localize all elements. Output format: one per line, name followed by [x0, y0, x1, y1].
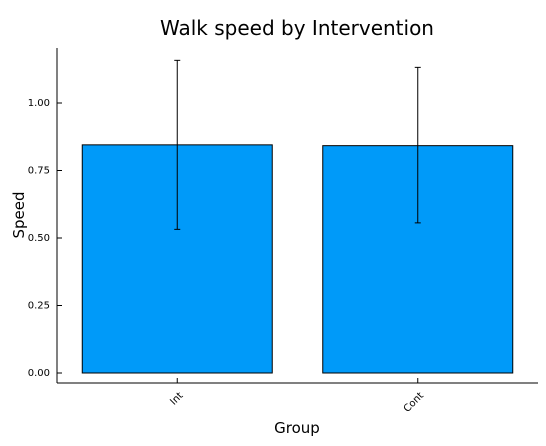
error-bar-cont [414, 66, 421, 224]
y-ticks: 0.00 0.25 0.50 0.75 1.00 [28, 98, 62, 379]
y-tick-label: 1.00 [28, 98, 50, 109]
x-axis-label: Group [274, 419, 320, 437]
y-tick-label: 0.50 [28, 233, 50, 244]
y-tick-label: 0.75 [28, 166, 50, 177]
y-tick-label: 0.25 [28, 301, 50, 312]
chart-title: Walk speed by Intervention [160, 16, 434, 40]
errorbars-layer [174, 59, 421, 230]
y-axis-label: Speed [10, 191, 28, 238]
y-tick-label: 0.00 [28, 368, 50, 379]
error-bar-int [174, 59, 181, 230]
